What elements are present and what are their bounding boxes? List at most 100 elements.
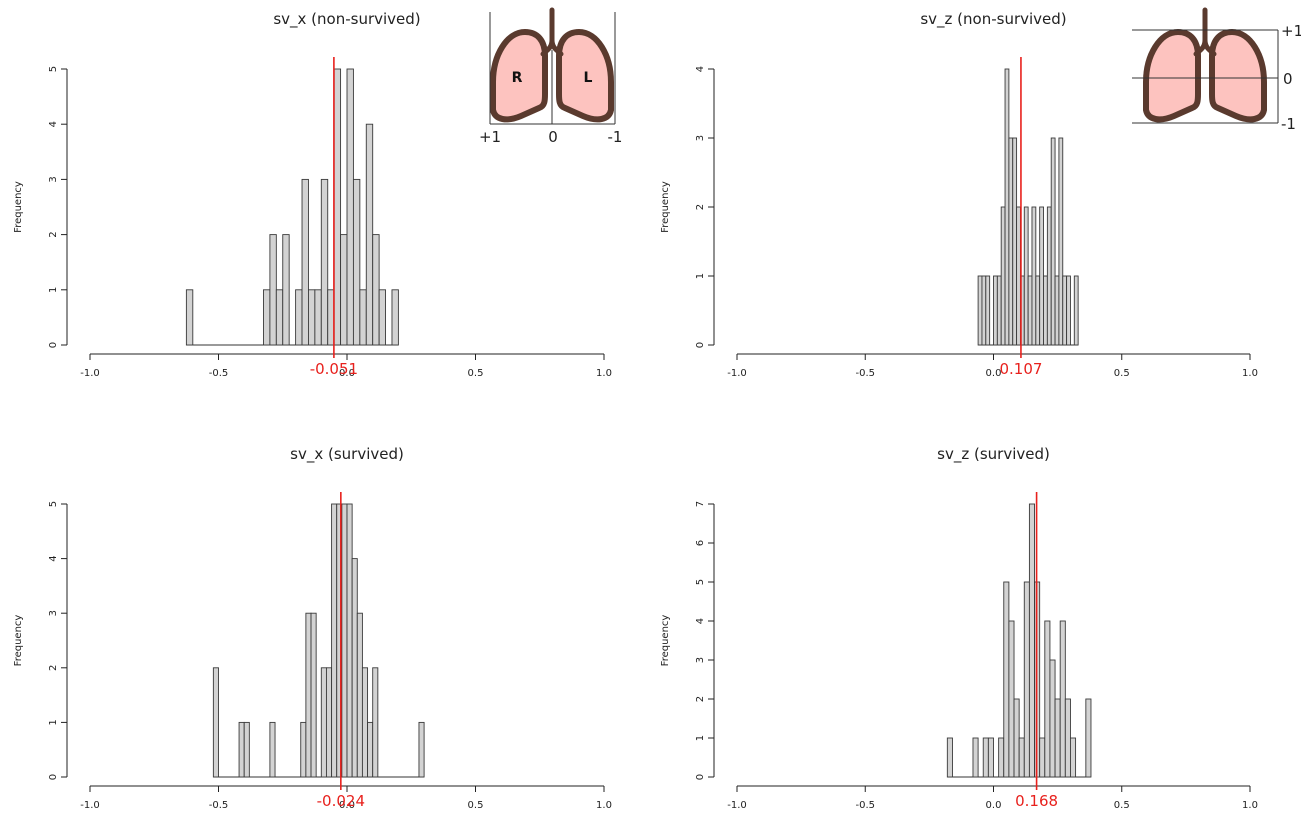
- y-tick-label: 2: [48, 231, 59, 237]
- histogram-bar: [1039, 206, 1044, 346]
- histogram-bar: [985, 275, 991, 346]
- histogram-bar: [982, 737, 989, 778]
- chart-title: sv_z (survived): [937, 445, 1050, 464]
- y-axis-label: Frequency: [660, 615, 671, 667]
- left-lung-label: L: [584, 70, 593, 86]
- histogram-bar: [1023, 581, 1030, 778]
- x-tick-label: 0.0: [339, 368, 355, 379]
- y-tick-label: 1: [48, 287, 59, 293]
- y-tick-label: 4: [695, 66, 706, 72]
- histogram-bar: [295, 289, 303, 346]
- histogram-bar: [314, 289, 322, 346]
- x-tick-label: -0.5: [209, 800, 229, 811]
- x-tick-label: 0.5: [468, 368, 484, 379]
- histogram-bar: [977, 275, 983, 346]
- histogram-bar: [1000, 206, 1006, 346]
- left-lung-shape: [556, 29, 614, 123]
- histogram-bar: [367, 721, 374, 778]
- y-tick-label: 3: [695, 657, 706, 663]
- y-tick-label: 5: [48, 501, 59, 507]
- histogram-bar: [346, 503, 353, 778]
- histogram-bar: [1044, 620, 1051, 778]
- x-tick-label: 1.0: [596, 800, 612, 811]
- y-axis-label: Frequency: [13, 615, 24, 667]
- histogram-bar: [996, 275, 1002, 346]
- y-tick-label: 5: [48, 66, 59, 72]
- histogram-bar: [1031, 206, 1037, 346]
- histogram-bar: [1054, 698, 1061, 778]
- inset-axis-mid-label: 0: [1283, 70, 1293, 88]
- histogram-bar: [1069, 737, 1077, 778]
- histogram-bar: [391, 289, 399, 346]
- histogram-bar: [269, 721, 276, 778]
- lung-diagram-x-inset: R L +1 0 -1: [479, 7, 623, 146]
- y-tick-label: 0: [48, 342, 59, 348]
- chart-title: sv_x (survived): [290, 445, 404, 464]
- histogram-bar: [1008, 620, 1015, 778]
- inset-axis-top-label: +1: [1281, 22, 1301, 40]
- x-tick-label: -1.0: [727, 800, 747, 811]
- y-tick-label: 3: [48, 610, 59, 616]
- mean-value-label: 0.168: [1015, 792, 1058, 810]
- histogram-bar: [346, 68, 354, 346]
- y-tick-label: 1: [695, 273, 706, 279]
- inset-axis-mid-label: 0: [548, 128, 558, 146]
- histogram-bar: [1064, 698, 1071, 778]
- histogram-bar: [1004, 68, 1010, 346]
- left-lung-shape: [1209, 29, 1267, 123]
- histogram-bar: [1050, 137, 1056, 346]
- histogram-bar: [1039, 737, 1046, 778]
- y-tick-label: 1: [48, 719, 59, 725]
- x-tick-label: 0.0: [986, 368, 1002, 379]
- histogram-bar: [1049, 659, 1056, 778]
- histogram-bar: [1012, 137, 1018, 346]
- histogram-bar: [269, 234, 277, 346]
- histogram-bar: [1018, 737, 1025, 778]
- y-tick-label: 2: [695, 696, 706, 702]
- x-tick-label: 0.5: [468, 800, 484, 811]
- y-axis-label: Frequency: [660, 181, 671, 233]
- y-tick-label: 2: [48, 665, 59, 671]
- histogram-bar: [1054, 275, 1060, 346]
- x-tick-label: 1.0: [1242, 800, 1258, 811]
- chart-title: sv_x (non-survived): [273, 10, 420, 29]
- y-tick-label: 7: [695, 501, 706, 507]
- mean-value-label: -0.024: [317, 792, 365, 810]
- y-tick-label: 4: [48, 555, 59, 561]
- histogram-bar: [320, 178, 329, 346]
- histogram-bar: [1008, 137, 1014, 346]
- histogram-bar: [1046, 206, 1052, 346]
- right-lung-shape: [490, 29, 548, 123]
- histogram-bar: [320, 667, 327, 778]
- histogram-bar: [372, 234, 380, 346]
- y-tick-label: 0: [695, 774, 706, 780]
- histogram-bar: [351, 558, 358, 778]
- y-tick-label: 1: [695, 735, 706, 741]
- histogram-panel-4: sv_z (survived) Frequency 0 1 2 3 4 5 6 7 -1.0 -0.5…: [660, 445, 1258, 811]
- histogram-bar: [282, 234, 290, 346]
- histogram-bar: [243, 721, 250, 778]
- histogram-bar: [331, 503, 338, 778]
- histogram-bar: [1062, 275, 1068, 346]
- histogram-bar: [993, 275, 998, 346]
- histogram-bar: [305, 612, 312, 778]
- histogram-bar: [333, 68, 342, 346]
- trachea-shape: [540, 7, 564, 57]
- trachea-shape: [1193, 7, 1217, 57]
- histogram-bar: [1066, 275, 1071, 346]
- histogram-bar: [1085, 698, 1092, 778]
- x-tick-label: 0.5: [1114, 800, 1130, 811]
- y-axis-label: Frequency: [13, 181, 24, 233]
- y-tick-label: 0: [695, 342, 706, 348]
- inset-axis-right-label: -1: [608, 128, 623, 146]
- histogram-bar: [1028, 503, 1035, 778]
- histogram-bar: [361, 667, 369, 778]
- histogram-bar: [352, 178, 361, 346]
- histogram-bar: [238, 721, 245, 778]
- histogram-bar: [308, 289, 316, 346]
- histogram-bar: [301, 178, 309, 346]
- y-tick-label: 6: [695, 540, 706, 546]
- x-tick-label: 0.5: [1114, 368, 1130, 379]
- y-tick-label: 5: [695, 579, 706, 585]
